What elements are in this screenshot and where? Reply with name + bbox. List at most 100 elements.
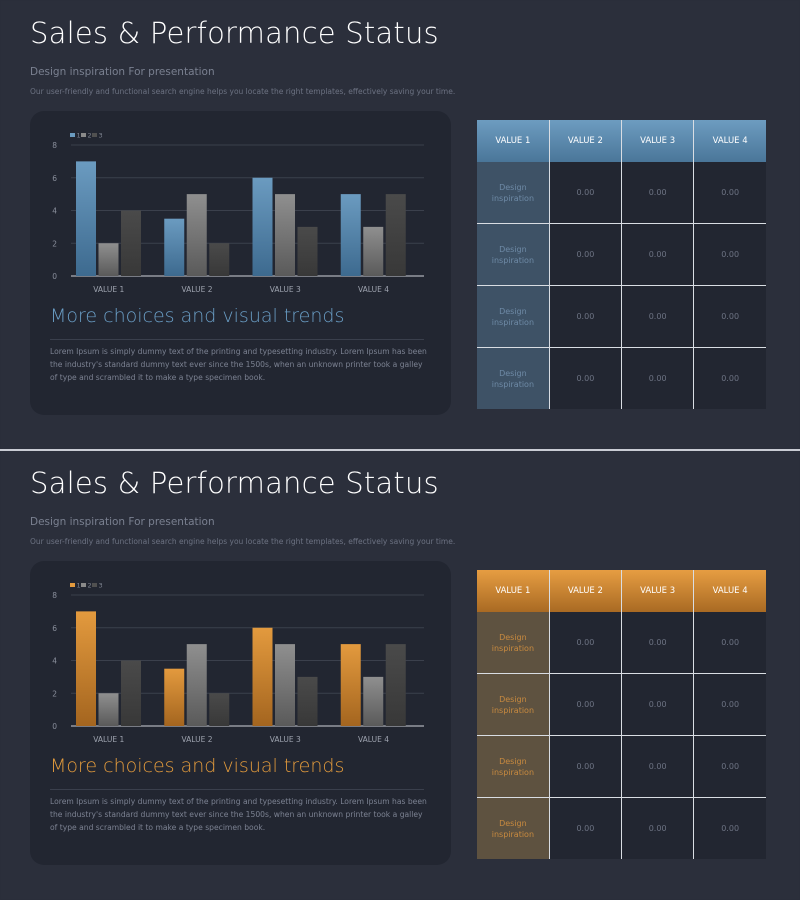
table-cell: 0.00 [549, 797, 623, 859]
table-header-cell: VALUE 4 [693, 570, 766, 612]
divider-line [50, 339, 424, 340]
bar-value-3-series-2 [275, 194, 295, 276]
bar-value-4-series-3 [385, 194, 406, 276]
y-tick-label: 8 [52, 141, 57, 150]
table-row: Design inspiration 0.00 0.00 0.00 [477, 347, 766, 409]
table-cell: 0.00 [621, 797, 695, 859]
table-cell-label: Design inspiration [477, 797, 550, 859]
bar-value-3-series-1 [252, 177, 273, 276]
x-tick-label: VALUE 3 [270, 735, 301, 744]
y-tick-label: 8 [52, 591, 57, 600]
data-table: VALUE 1 VALUE 2 VALUE 3 VALUE 4 Design i… [477, 120, 766, 409]
bar-value-2-series-1 [164, 218, 185, 276]
table-cell-label: Design inspiration [477, 735, 550, 798]
legend-label: 2 [88, 582, 92, 590]
slide-orange: Sales & Performance Status Design inspir… [1, 451, 799, 899]
table-cell: 0.00 [621, 612, 695, 674]
table-cell: 0.00 [693, 285, 766, 348]
table-header-cell: VALUE 1 [477, 570, 550, 612]
table-cell: 0.00 [621, 735, 695, 798]
bar-value-1-series-3 [121, 660, 141, 726]
bar-value-2-series-3 [209, 693, 230, 726]
x-tick-label: VALUE 1 [93, 735, 124, 744]
bar-value-1-series-3 [121, 210, 141, 276]
section-heading: More choices and visual trends [50, 755, 345, 777]
divider-line [50, 789, 424, 790]
bar-value-4-series-2 [363, 676, 384, 726]
bar-value-4-series-3 [385, 644, 406, 726]
table-row: Design inspiration 0.00 0.00 0.00 [477, 285, 766, 348]
legend-swatch [70, 583, 75, 587]
table-cell: 0.00 [693, 162, 766, 224]
table-cell-label: Design inspiration [477, 347, 550, 409]
bar-value-4-series-1 [340, 644, 361, 726]
legend-swatch [92, 133, 97, 137]
table-header-row: VALUE 1 VALUE 2 VALUE 3 VALUE 4 [477, 570, 766, 612]
legend-label: 2 [88, 132, 92, 140]
y-tick-label: 6 [52, 624, 57, 633]
table-cell: 0.00 [693, 347, 766, 409]
x-tick-label: VALUE 4 [358, 735, 389, 744]
slide-subtitle: Design inspiration For presentation [30, 516, 215, 528]
legend-swatch [92, 583, 97, 587]
table-cell: 0.00 [549, 673, 623, 736]
body-paragraph: Lorem Ipsum is simply dummy text of the … [50, 797, 427, 832]
bar-value-3-series-1 [252, 627, 273, 726]
bar-value-1-series-2 [98, 243, 119, 276]
table-cell: 0.00 [621, 673, 695, 736]
table-header-cell: VALUE 2 [549, 570, 623, 612]
table-cell: 0.00 [621, 162, 695, 224]
legend-swatch [70, 133, 75, 137]
table-header-cell: VALUE 1 [477, 120, 550, 162]
table-cell: 0.00 [621, 223, 695, 286]
legend-label: 1 [77, 132, 81, 140]
legend-swatch [81, 583, 86, 587]
slide-description: Our user-friendly and functional search … [30, 537, 456, 546]
table-cell-label: Design inspiration [477, 673, 550, 736]
body-paragraph: Lorem Ipsum is simply dummy text of the … [50, 347, 427, 382]
table-cell: 0.00 [621, 347, 695, 409]
bar-value-3-series-3 [297, 226, 318, 276]
bar-value-2-series-1 [164, 668, 185, 726]
table-cell: 0.00 [693, 797, 766, 859]
bar-value-2-series-3 [209, 243, 230, 276]
x-tick-label: VALUE 2 [182, 285, 213, 294]
slide-title: Sales & Performance Status [30, 466, 439, 500]
table-row: Design inspiration 0.00 0.00 0.00 [477, 612, 766, 674]
table-row: Design inspiration 0.00 0.00 0.00 [477, 162, 766, 224]
table-header-cell: VALUE 4 [693, 120, 766, 162]
bar-value-1-series-1 [76, 611, 96, 726]
bar-value-3-series-2 [275, 644, 295, 726]
table-cell: 0.00 [549, 162, 623, 224]
slide-description: Our user-friendly and functional search … [30, 87, 456, 96]
table-cell-label: Design inspiration [477, 285, 550, 348]
x-tick-label: VALUE 1 [93, 285, 124, 294]
table-cell: 0.00 [549, 612, 623, 674]
y-tick-label: 2 [52, 689, 57, 698]
table-cell: 0.00 [549, 347, 623, 409]
bar-value-1-series-2 [98, 693, 119, 726]
bar-value-4-series-1 [340, 194, 361, 276]
x-tick-label: VALUE 4 [358, 285, 389, 294]
table-header-row: VALUE 1 VALUE 2 VALUE 3 VALUE 4 [477, 120, 766, 162]
legend-swatch [81, 133, 86, 137]
data-table: VALUE 1 VALUE 2 VALUE 3 VALUE 4 Design i… [477, 570, 766, 859]
table-cell: 0.00 [549, 735, 623, 798]
table-header-cell: VALUE 3 [621, 120, 695, 162]
x-tick-label: VALUE 2 [182, 735, 213, 744]
table-row: Design inspiration 0.00 0.00 0.00 [477, 673, 766, 736]
legend-label: 3 [99, 132, 103, 140]
slide-separator [0, 449, 800, 451]
table-cell: 0.00 [549, 285, 623, 348]
table-cell-label: Design inspiration [477, 612, 550, 674]
table-cell: 0.00 [621, 285, 695, 348]
slide-blue: Sales & Performance Status Design inspir… [1, 1, 799, 449]
y-tick-label: 0 [52, 722, 57, 731]
section-heading: More choices and visual trends [50, 305, 345, 327]
bar-value-2-series-2 [186, 644, 207, 726]
bar-value-1-series-1 [76, 161, 96, 276]
